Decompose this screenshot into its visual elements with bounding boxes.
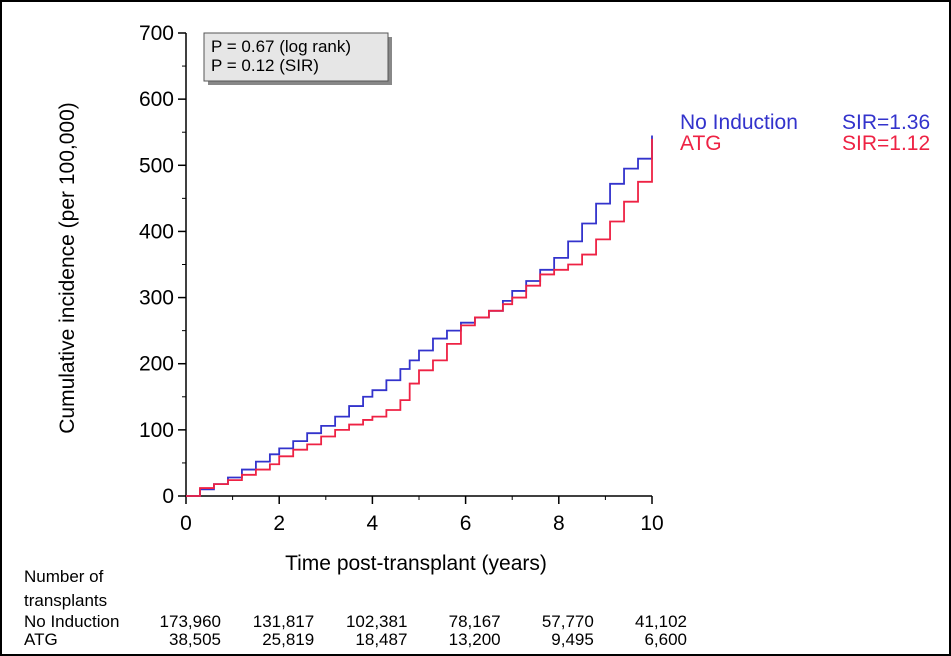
y-tick-label: 300 xyxy=(139,287,174,310)
risk-count: 6,600 xyxy=(644,630,687,649)
risk-table-title-line1: Number of xyxy=(24,567,104,586)
risk-row-label-no-induction: No Induction xyxy=(24,612,120,631)
annotation-line-sir: P = 0.12 (SIR) xyxy=(211,56,319,75)
y-tick-label: 200 xyxy=(139,353,174,376)
x-tick-label: 2 xyxy=(273,512,285,535)
y-tick-label: 400 xyxy=(139,220,174,243)
series-line-no-induction xyxy=(186,135,653,497)
legend-label-no-induction: No Induction xyxy=(680,111,798,134)
risk-count: 57,770 xyxy=(541,612,594,631)
risk-count: 13,200 xyxy=(448,630,501,649)
risk-table-title-line2: transplants xyxy=(24,591,108,610)
series-group xyxy=(186,135,653,497)
risk-count: 25,819 xyxy=(262,630,315,649)
risk-count: 131,817 xyxy=(252,612,315,631)
x-tick-label: 10 xyxy=(640,512,663,535)
x-tick-label: 6 xyxy=(460,512,472,535)
risk-count: 41,102 xyxy=(635,612,687,631)
x-axis-label: Time post-transplant (years) xyxy=(285,552,547,575)
y-tick-label: 500 xyxy=(139,154,174,177)
risk-count: 18,487 xyxy=(355,630,408,649)
series-line-atg xyxy=(186,138,653,497)
annotation-line-logrank: P = 0.67 (log rank) xyxy=(211,37,351,56)
risk-count: 38,505 xyxy=(169,630,221,649)
x-tick-label: 8 xyxy=(553,512,565,535)
x-tick-label: 0 xyxy=(180,512,192,535)
risk-count: 102,381 xyxy=(345,612,408,631)
risk-count: 78,167 xyxy=(448,612,501,631)
annotation-box xyxy=(203,32,389,82)
y-tick-label: 100 xyxy=(139,419,174,442)
p-value-annotation: P = 0.67 (log rank) P = 0.12 (SIR) xyxy=(203,32,392,85)
legend-sir-no-induction: SIR=1.36 xyxy=(842,111,930,134)
y-axis-label: Cumulative incidence (per 100,000) xyxy=(56,102,79,434)
x-tick-label: 4 xyxy=(367,512,379,535)
axes-group: 0 100 200 300 400 500 600 700 0 2 4 6 8 10 xyxy=(139,22,664,535)
y-tick-label: 600 xyxy=(139,88,174,111)
risk-count: 9,495 xyxy=(551,630,594,649)
legend: No Induction SIR=1.36 ATG SIR=1.12 xyxy=(680,111,930,155)
risk-count: 173,960 xyxy=(159,612,221,631)
legend-label-atg: ATG xyxy=(680,132,722,155)
y-tick-label: 0 xyxy=(162,485,174,508)
legend-sir-atg: SIR=1.12 xyxy=(842,132,930,155)
y-tick-label: 700 xyxy=(139,22,174,45)
risk-row-label-atg: ATG xyxy=(24,630,58,649)
